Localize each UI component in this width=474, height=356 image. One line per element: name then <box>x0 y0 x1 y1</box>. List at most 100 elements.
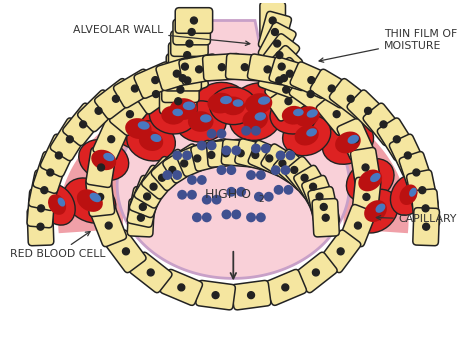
Circle shape <box>316 193 323 200</box>
Circle shape <box>98 164 105 171</box>
Text: HIGH O: HIGH O <box>205 188 251 201</box>
FancyBboxPatch shape <box>258 22 296 65</box>
FancyBboxPatch shape <box>302 176 337 218</box>
Circle shape <box>276 52 283 58</box>
Circle shape <box>172 151 182 160</box>
Circle shape <box>37 223 44 230</box>
FancyBboxPatch shape <box>168 42 206 68</box>
Text: ALVEOLAR WALL: ALVEOLAR WALL <box>73 25 250 46</box>
Ellipse shape <box>282 96 332 137</box>
Ellipse shape <box>151 134 162 142</box>
Ellipse shape <box>375 204 385 213</box>
FancyBboxPatch shape <box>263 58 305 99</box>
FancyBboxPatch shape <box>33 152 67 193</box>
Circle shape <box>197 141 207 151</box>
Circle shape <box>202 213 212 222</box>
Text: THIN FILM OF
MOISTURE: THIN FILM OF MOISTURE <box>319 30 457 62</box>
Circle shape <box>393 136 400 143</box>
Circle shape <box>207 129 217 138</box>
FancyBboxPatch shape <box>135 74 177 114</box>
Circle shape <box>328 85 335 92</box>
Circle shape <box>222 150 229 157</box>
FancyBboxPatch shape <box>407 170 438 210</box>
FancyBboxPatch shape <box>127 187 159 227</box>
FancyBboxPatch shape <box>160 269 202 305</box>
Ellipse shape <box>58 198 65 206</box>
Circle shape <box>352 136 359 143</box>
FancyBboxPatch shape <box>221 139 260 167</box>
Circle shape <box>159 174 165 181</box>
Ellipse shape <box>156 87 211 131</box>
Circle shape <box>177 190 187 200</box>
FancyBboxPatch shape <box>350 147 381 187</box>
FancyBboxPatch shape <box>91 204 127 247</box>
Circle shape <box>231 146 241 155</box>
Circle shape <box>178 284 185 291</box>
Circle shape <box>172 170 182 180</box>
Circle shape <box>320 204 327 210</box>
FancyBboxPatch shape <box>284 157 325 199</box>
Ellipse shape <box>270 96 317 134</box>
FancyBboxPatch shape <box>166 54 204 79</box>
FancyBboxPatch shape <box>310 69 353 108</box>
FancyBboxPatch shape <box>86 177 115 216</box>
Circle shape <box>221 146 231 155</box>
FancyBboxPatch shape <box>264 269 306 305</box>
Circle shape <box>147 269 154 276</box>
Circle shape <box>365 108 372 114</box>
FancyBboxPatch shape <box>265 69 308 110</box>
Circle shape <box>241 126 251 136</box>
FancyBboxPatch shape <box>258 11 292 53</box>
Circle shape <box>247 292 255 299</box>
Ellipse shape <box>245 93 272 114</box>
Circle shape <box>66 136 73 143</box>
Ellipse shape <box>138 121 150 130</box>
Circle shape <box>276 151 285 160</box>
Ellipse shape <box>364 200 387 222</box>
FancyBboxPatch shape <box>163 144 206 183</box>
Ellipse shape <box>48 194 66 215</box>
Circle shape <box>307 91 314 98</box>
Circle shape <box>419 187 426 194</box>
FancyBboxPatch shape <box>109 93 150 135</box>
Circle shape <box>80 121 87 128</box>
Ellipse shape <box>125 118 152 139</box>
Ellipse shape <box>221 96 245 115</box>
Circle shape <box>337 248 344 255</box>
FancyBboxPatch shape <box>340 204 375 247</box>
Circle shape <box>47 169 54 176</box>
FancyBboxPatch shape <box>40 134 77 177</box>
FancyBboxPatch shape <box>78 90 119 132</box>
Circle shape <box>363 194 370 200</box>
Ellipse shape <box>230 99 281 140</box>
Circle shape <box>312 269 319 276</box>
FancyBboxPatch shape <box>28 170 60 210</box>
FancyBboxPatch shape <box>202 53 241 81</box>
Circle shape <box>127 111 133 117</box>
FancyBboxPatch shape <box>261 144 304 183</box>
Circle shape <box>273 185 283 195</box>
Circle shape <box>41 187 48 194</box>
Circle shape <box>246 213 256 222</box>
FancyBboxPatch shape <box>226 53 264 81</box>
Circle shape <box>241 64 248 70</box>
Circle shape <box>283 86 290 93</box>
Ellipse shape <box>79 140 129 180</box>
Circle shape <box>264 192 273 201</box>
Circle shape <box>150 183 157 190</box>
Circle shape <box>55 152 62 159</box>
Circle shape <box>192 213 202 222</box>
FancyBboxPatch shape <box>95 79 137 119</box>
Ellipse shape <box>127 121 175 161</box>
Ellipse shape <box>149 96 197 134</box>
Circle shape <box>266 155 273 162</box>
Circle shape <box>105 222 112 229</box>
Text: CAPILLARY: CAPILLARY <box>376 214 457 224</box>
FancyBboxPatch shape <box>413 208 439 246</box>
Ellipse shape <box>208 93 234 114</box>
Ellipse shape <box>183 101 195 110</box>
Ellipse shape <box>233 99 243 107</box>
Ellipse shape <box>194 82 247 124</box>
Circle shape <box>252 152 259 158</box>
FancyBboxPatch shape <box>399 152 433 193</box>
